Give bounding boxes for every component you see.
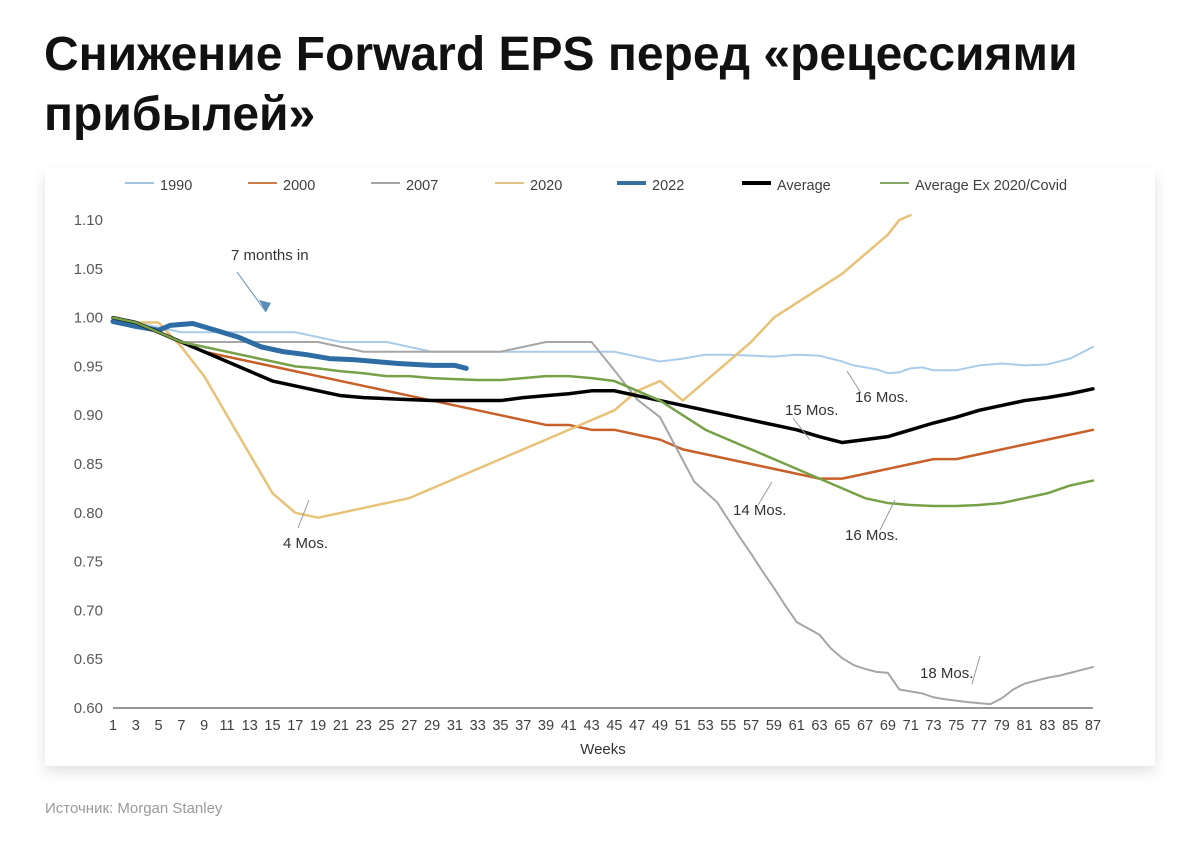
svg-text:57: 57 bbox=[743, 718, 759, 734]
svg-text:19: 19 bbox=[310, 718, 326, 734]
svg-text:17: 17 bbox=[287, 718, 303, 734]
svg-text:75: 75 bbox=[948, 718, 964, 734]
svg-text:77: 77 bbox=[971, 718, 987, 734]
svg-text:83: 83 bbox=[1039, 718, 1055, 734]
svg-text:14 Mos.: 14 Mos. bbox=[733, 502, 786, 519]
svg-text:1.10: 1.10 bbox=[74, 212, 103, 229]
svg-text:16 Mos.: 16 Mos. bbox=[845, 527, 898, 544]
svg-text:51: 51 bbox=[675, 718, 691, 734]
svg-text:21: 21 bbox=[333, 718, 349, 734]
svg-text:0.70: 0.70 bbox=[74, 602, 103, 619]
svg-text:15: 15 bbox=[264, 718, 280, 734]
svg-text:7: 7 bbox=[177, 718, 185, 734]
svg-text:0.90: 0.90 bbox=[74, 407, 103, 424]
svg-text:73: 73 bbox=[925, 718, 941, 734]
svg-text:45: 45 bbox=[606, 718, 622, 734]
svg-text:39: 39 bbox=[538, 718, 554, 734]
svg-text:53: 53 bbox=[698, 718, 714, 734]
svg-text:9: 9 bbox=[200, 718, 208, 734]
svg-text:0.85: 0.85 bbox=[74, 456, 103, 473]
svg-text:49: 49 bbox=[652, 718, 668, 734]
svg-text:5: 5 bbox=[155, 718, 163, 734]
svg-text:0.60: 0.60 bbox=[74, 700, 103, 717]
svg-text:71: 71 bbox=[903, 718, 919, 734]
svg-text:1.00: 1.00 bbox=[74, 310, 103, 327]
svg-text:29: 29 bbox=[424, 718, 440, 734]
svg-text:65: 65 bbox=[834, 718, 850, 734]
svg-text:43: 43 bbox=[584, 718, 600, 734]
svg-text:33: 33 bbox=[470, 718, 486, 734]
svg-text:63: 63 bbox=[811, 718, 827, 734]
svg-text:69: 69 bbox=[880, 718, 896, 734]
svg-text:35: 35 bbox=[492, 718, 508, 734]
svg-text:31: 31 bbox=[447, 718, 463, 734]
svg-text:1: 1 bbox=[109, 718, 117, 734]
svg-text:87: 87 bbox=[1085, 718, 1101, 734]
svg-text:41: 41 bbox=[561, 718, 577, 734]
svg-text:0.80: 0.80 bbox=[74, 505, 103, 522]
svg-text:79: 79 bbox=[994, 718, 1010, 734]
svg-text:37: 37 bbox=[515, 718, 531, 734]
svg-text:0.65: 0.65 bbox=[74, 651, 103, 668]
svg-text:27: 27 bbox=[401, 718, 417, 734]
svg-text:13: 13 bbox=[242, 718, 258, 734]
svg-text:59: 59 bbox=[766, 718, 782, 734]
svg-text:1.05: 1.05 bbox=[74, 261, 103, 278]
svg-text:4 Mos.: 4 Mos. bbox=[283, 535, 328, 552]
svg-text:55: 55 bbox=[720, 718, 736, 734]
svg-text:85: 85 bbox=[1062, 718, 1078, 734]
svg-text:47: 47 bbox=[629, 718, 645, 734]
svg-text:Weeks: Weeks bbox=[580, 741, 626, 758]
svg-text:15 Mos.: 15 Mos. bbox=[785, 402, 838, 419]
svg-text:61: 61 bbox=[789, 718, 805, 734]
svg-text:3: 3 bbox=[132, 718, 140, 734]
svg-text:7 months in: 7 months in bbox=[231, 247, 309, 264]
svg-text:16 Mos.: 16 Mos. bbox=[855, 389, 908, 406]
svg-text:11: 11 bbox=[219, 718, 234, 734]
svg-text:23: 23 bbox=[356, 718, 372, 734]
svg-text:18 Mos.: 18 Mos. bbox=[920, 665, 973, 682]
svg-text:0.95: 0.95 bbox=[74, 358, 103, 375]
svg-text:67: 67 bbox=[857, 718, 873, 734]
svg-text:0.75: 0.75 bbox=[74, 554, 103, 571]
svg-text:25: 25 bbox=[378, 718, 394, 734]
svg-text:81: 81 bbox=[1017, 718, 1033, 734]
